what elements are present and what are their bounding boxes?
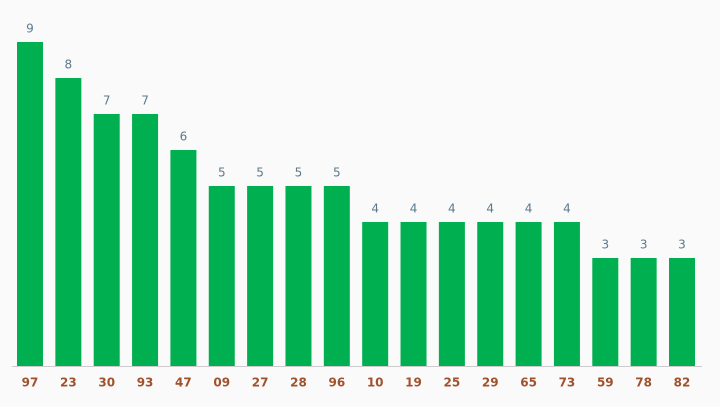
value-label: 4 (486, 202, 494, 216)
bar (93, 114, 120, 366)
value-label: 7 (103, 94, 111, 108)
value-label: 7 (141, 94, 149, 108)
bar (170, 150, 197, 366)
bar (515, 222, 542, 366)
bar (669, 258, 695, 366)
bar (208, 186, 235, 366)
x-tick-label: 30 (98, 376, 115, 390)
x-tick-label: 10 (367, 376, 384, 390)
value-label: 5 (256, 166, 264, 180)
x-tick-label: 97 (22, 376, 39, 390)
value-label: 4 (410, 202, 418, 216)
x-tick-label: 82 (674, 376, 691, 390)
x-tick-label: 73 (559, 376, 576, 390)
bar (592, 258, 619, 366)
bar (438, 222, 465, 366)
bar (400, 222, 427, 366)
x-tick-label: 65 (520, 376, 537, 390)
value-label: 6 (180, 130, 188, 144)
x-tick-label: 59 (597, 376, 614, 390)
bar (630, 258, 657, 366)
value-label: 3 (640, 238, 648, 252)
value-label: 5 (333, 166, 341, 180)
bar (285, 186, 312, 366)
bar (553, 222, 580, 366)
bar (132, 114, 159, 366)
x-tick-label: 96 (328, 376, 345, 390)
x-tick-label: 29 (482, 376, 499, 390)
value-label: 4 (371, 202, 379, 216)
bar (362, 222, 389, 366)
x-tick-label: 09 (213, 376, 230, 390)
x-tick-label: 23 (60, 376, 77, 390)
value-label: 5 (295, 166, 303, 180)
x-tick-label: 28 (290, 376, 307, 390)
x-tick-label: 93 (137, 376, 154, 390)
value-label: 4 (563, 202, 571, 216)
bar (55, 78, 82, 366)
x-tick-label: 25 (444, 376, 461, 390)
value-label: 3 (678, 238, 686, 252)
x-tick-label: 19 (405, 376, 422, 390)
value-label: 5 (218, 166, 226, 180)
bar (247, 186, 274, 366)
value-label: 9 (26, 22, 34, 36)
value-label: 8 (65, 58, 73, 72)
value-label: 3 (601, 238, 609, 252)
bar (477, 222, 504, 366)
value-label: 4 (448, 202, 456, 216)
value-label: 4 (525, 202, 533, 216)
x-tick-label: 78 (635, 376, 652, 390)
bar (323, 186, 350, 366)
bar (17, 42, 43, 366)
x-tick-label: 27 (252, 376, 269, 390)
x-tick-label: 47 (175, 376, 192, 390)
